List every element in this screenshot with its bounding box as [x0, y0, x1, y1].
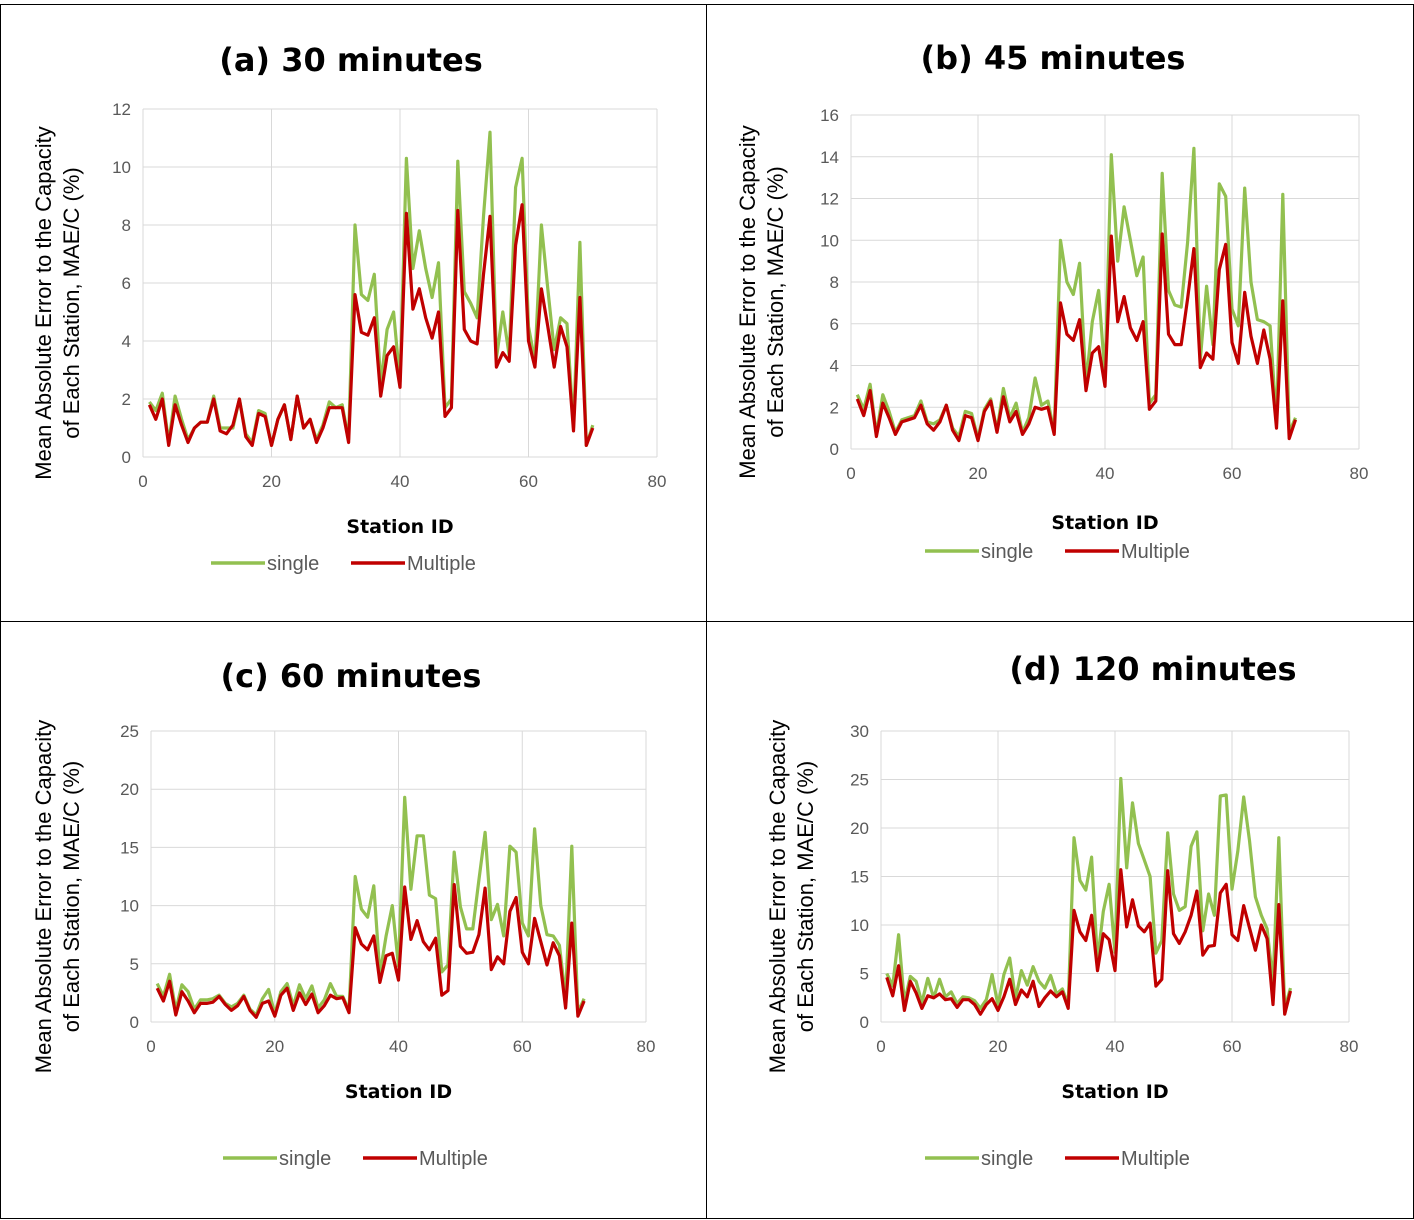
chart-b-ytick-5: 10 — [820, 231, 839, 250]
chart-c-ytick-5: 25 — [120, 722, 139, 741]
chart-c-title: (c) 60 minutes — [221, 657, 482, 695]
chart-b-ytick-8: 16 — [820, 106, 839, 125]
chart-b-ytick-1: 2 — [830, 398, 839, 417]
chart-a-ylabel-line1: Mean Absolute Error to the Capacity — [31, 126, 56, 479]
chart-c-ytick-1: 5 — [130, 955, 139, 974]
chart-b-xtick-0: 0 — [846, 464, 855, 483]
chart-a-legend-label-0: single — [267, 553, 319, 575]
chart-b-ytick-6: 12 — [820, 190, 839, 209]
chart-b-ytick-4: 8 — [830, 273, 839, 292]
chart-b-xlabel: Station ID — [1051, 512, 1158, 534]
chart-b-series-multiple-line — [855, 232, 1298, 443]
chart-d-ylabel-line1: Mean Absolute Error to the Capacity — [765, 720, 790, 1073]
chart-c-ylabel-line1: Mean Absolute Error to the Capacity — [31, 720, 56, 1073]
chart-b-grid — [850, 114, 1360, 450]
chart-c-xtick-3: 60 — [513, 1037, 532, 1056]
chart-a-xtick-3: 60 — [519, 472, 538, 491]
chart-c-xtick-4: 80 — [637, 1037, 656, 1056]
chart-a-ylabel-line2: of Each Station, MAE/C (%) — [59, 167, 84, 438]
chart-c-legend-label-0: single — [279, 1148, 331, 1170]
chart-b-legend-label-0: single — [981, 541, 1033, 563]
chart-c-ytick-2: 10 — [120, 897, 139, 916]
chart-c-ytick-4: 20 — [120, 780, 139, 799]
chart-d: (d) 120 minutes 0 5 10 15 20 25 30 0 20 40 60 80 Stat… — [765, 650, 1359, 1170]
chart-a-grid — [142, 108, 658, 458]
chart-c-series-multiple-line — [155, 883, 586, 1019]
chart-a-ytick-0: 0 — [122, 448, 131, 467]
chart-d-ytick-1: 5 — [860, 965, 869, 984]
chart-a: (a) 30 minutes 0 2 4 6 8 10 12 0 20 40 60 80 Station … — [31, 41, 667, 575]
chart-a-xtick-1: 20 — [262, 472, 281, 491]
chart-a-xtick-0: 0 — [138, 472, 147, 491]
chart-b-ytick-7: 14 — [820, 148, 839, 167]
chart-d-ytick-5: 25 — [850, 771, 869, 790]
chart-c-xtick-1: 20 — [265, 1037, 284, 1056]
chart-b-legend-label-1: Multiple — [1121, 541, 1190, 563]
chart-a-ytick-6: 12 — [112, 100, 131, 119]
chart-a-title: (a) 30 minutes — [219, 41, 483, 79]
chart-a-xlabel: Station ID — [346, 516, 453, 538]
chart-c-grid — [150, 730, 647, 1023]
chart-d-xtick-4: 80 — [1340, 1037, 1359, 1056]
chart-a-series-single-line — [148, 130, 595, 447]
chart-b-series-single-line — [855, 146, 1297, 441]
chart-b-ytick-0: 0 — [830, 440, 839, 459]
chart-a-ytick-2: 4 — [122, 332, 131, 351]
chart-a-xtick-2: 40 — [391, 472, 410, 491]
chart-b-ylabel-line1: Mean Absolute Error to the Capacity — [735, 125, 760, 478]
panel-c: (c) 60 minutes 0 5 10 15 20 25 0 20 40 60 80 Station… — [0, 621, 707, 1219]
chart-a-ytick-4: 8 — [122, 216, 131, 235]
chart-a-series-multiple-line — [147, 203, 595, 447]
chart-b: (b) 45 minutes 0 2 4 6 8 10 12 14 16 0 20 40 60 80 Stat… — [735, 39, 1369, 563]
chart-c-legend-label-1: Multiple — [419, 1148, 488, 1170]
chart-d-series-single-line — [885, 776, 1293, 1010]
chart-c-xtick-2: 40 — [389, 1037, 408, 1056]
chart-d-ylabel-line2: of Each Station, MAE/C (%) — [793, 761, 818, 1032]
chart-c-series-single-line — [155, 795, 586, 1017]
chart-b-xtick-2: 40 — [1096, 464, 1115, 483]
chart-b-ylabel-line2: of Each Station, MAE/C (%) — [763, 166, 788, 437]
chart-d-legend-label-0: single — [981, 1148, 1033, 1170]
chart-c-xlabel: Station ID — [345, 1081, 452, 1103]
panel-d: (d) 120 minutes 0 5 10 15 20 25 30 0 20 40 60 80 Stat… — [706, 621, 1414, 1219]
chart-b-xtick-4: 80 — [1350, 464, 1369, 483]
chart-a-legend: single Multiple — [211, 553, 476, 575]
chart-a-xtick-4: 80 — [648, 472, 667, 491]
chart-d-xtick-3: 60 — [1223, 1037, 1242, 1056]
chart-d-xtick-2: 40 — [1106, 1037, 1125, 1056]
chart-b-title: (b) 45 minutes — [921, 39, 1186, 77]
chart-b-xtick-3: 60 — [1223, 464, 1242, 483]
chart-d-xtick-0: 0 — [876, 1037, 885, 1056]
chart-a-legend-label-1: Multiple — [407, 553, 476, 575]
chart-c-ylabel-line2: of Each Station, MAE/C (%) — [59, 761, 84, 1032]
chart-b-xtick-1: 20 — [969, 464, 988, 483]
chart-d-ytick-0: 0 — [860, 1013, 869, 1032]
chart-d-ytick-3: 15 — [850, 868, 869, 887]
chart-c-xtick-0: 0 — [146, 1037, 155, 1056]
chart-d-ytick-2: 10 — [850, 916, 869, 935]
chart-b-ytick-3: 6 — [830, 315, 839, 334]
chart-b-ytick-2: 4 — [830, 357, 839, 376]
chart-a-ytick-5: 10 — [112, 158, 131, 177]
chart-d-ytick-6: 30 — [850, 722, 869, 741]
chart-c-ytick-3: 15 — [120, 838, 139, 857]
chart-a-ytick-3: 6 — [122, 274, 131, 293]
chart-d-xlabel: Station ID — [1061, 1081, 1168, 1103]
chart-d-title: (d) 120 minutes — [1009, 650, 1296, 688]
panel-a: (a) 30 minutes 0 2 4 6 8 10 12 0 20 40 60 80 Station … — [0, 4, 707, 622]
chart-d-ytick-4: 20 — [850, 819, 869, 838]
chart-d-series-multiple-line — [885, 868, 1293, 1016]
chart-c-ytick-0: 0 — [130, 1013, 139, 1032]
chart-a-ytick-1: 2 — [122, 390, 131, 409]
chart-d-xtick-1: 20 — [989, 1037, 1008, 1056]
chart-d-legend: single Multiple — [925, 1148, 1190, 1170]
chart-c: (c) 60 minutes 0 5 10 15 20 25 0 20 40 60 80 Station… — [31, 657, 656, 1170]
panel-b: (b) 45 minutes 0 2 4 6 8 10 12 14 16 0 20 40 60 80 Stat… — [706, 4, 1414, 622]
chart-d-legend-label-1: Multiple — [1121, 1148, 1190, 1170]
chart-b-legend: single Multiple — [925, 541, 1190, 563]
chart-c-legend: single Multiple — [223, 1148, 488, 1170]
